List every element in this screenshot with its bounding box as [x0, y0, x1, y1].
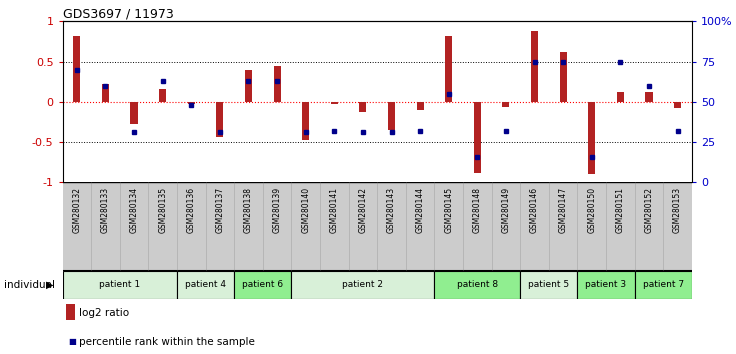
- Text: GSM280143: GSM280143: [387, 187, 396, 233]
- Bar: [216, 102, 224, 137]
- Text: patient 2: patient 2: [342, 280, 383, 290]
- Bar: [578, 271, 634, 299]
- Text: GSM280139: GSM280139: [272, 187, 282, 233]
- Text: GSM280134: GSM280134: [130, 187, 138, 233]
- Bar: [291, 271, 434, 299]
- Bar: [634, 271, 692, 299]
- Bar: [359, 102, 367, 112]
- Text: GSM280147: GSM280147: [559, 187, 567, 233]
- Text: GSM280140: GSM280140: [301, 187, 310, 233]
- Text: GSM280150: GSM280150: [587, 187, 596, 233]
- Text: GSM280152: GSM280152: [645, 187, 654, 233]
- Text: GSM280132: GSM280132: [72, 187, 82, 233]
- Bar: [74, 36, 80, 102]
- Text: patient 6: patient 6: [242, 280, 283, 290]
- Bar: [520, 271, 578, 299]
- Bar: [645, 92, 653, 102]
- Text: individual: individual: [4, 280, 54, 290]
- Text: GSM280135: GSM280135: [158, 187, 167, 233]
- Text: patient 3: patient 3: [585, 280, 626, 290]
- Bar: [474, 102, 481, 173]
- Text: GSM280149: GSM280149: [501, 187, 511, 233]
- Bar: [63, 271, 177, 299]
- Text: GSM280142: GSM280142: [358, 187, 367, 233]
- Bar: [503, 102, 509, 107]
- Text: GSM280144: GSM280144: [416, 187, 425, 233]
- Text: patient 7: patient 7: [643, 280, 684, 290]
- Bar: [245, 70, 252, 102]
- Text: GSM280133: GSM280133: [101, 187, 110, 233]
- Bar: [159, 89, 166, 102]
- Text: patient 5: patient 5: [528, 280, 570, 290]
- Bar: [445, 36, 453, 102]
- Bar: [102, 84, 109, 102]
- Bar: [177, 271, 234, 299]
- Bar: [330, 102, 338, 104]
- Text: patient 4: patient 4: [185, 280, 226, 290]
- Text: GSM280138: GSM280138: [244, 187, 253, 233]
- Text: log2 ratio: log2 ratio: [79, 308, 129, 318]
- Text: ■: ■: [68, 337, 77, 346]
- Text: GSM280141: GSM280141: [330, 187, 339, 233]
- Text: patient 8: patient 8: [457, 280, 498, 290]
- Bar: [188, 102, 195, 104]
- Text: GSM280153: GSM280153: [673, 187, 682, 233]
- Bar: [434, 271, 520, 299]
- Bar: [302, 102, 309, 139]
- Bar: [559, 52, 567, 102]
- Text: GDS3697 / 11973: GDS3697 / 11973: [63, 7, 173, 20]
- Text: GSM280146: GSM280146: [530, 187, 539, 233]
- Text: GSM280137: GSM280137: [216, 187, 224, 233]
- Text: GSM280148: GSM280148: [473, 187, 482, 233]
- Bar: [531, 31, 538, 102]
- Bar: [274, 66, 280, 102]
- Text: GSM280145: GSM280145: [445, 187, 453, 233]
- Bar: [617, 92, 624, 102]
- Bar: [130, 102, 138, 124]
- Text: GSM280136: GSM280136: [187, 187, 196, 233]
- Text: GSM280151: GSM280151: [616, 187, 625, 233]
- Bar: [388, 102, 395, 130]
- Text: percentile rank within the sample: percentile rank within the sample: [79, 337, 255, 347]
- Text: ▶: ▶: [46, 280, 54, 290]
- Bar: [674, 102, 681, 108]
- Text: patient 1: patient 1: [99, 280, 141, 290]
- Bar: [234, 271, 291, 299]
- Bar: [588, 102, 595, 174]
- Bar: [417, 102, 424, 110]
